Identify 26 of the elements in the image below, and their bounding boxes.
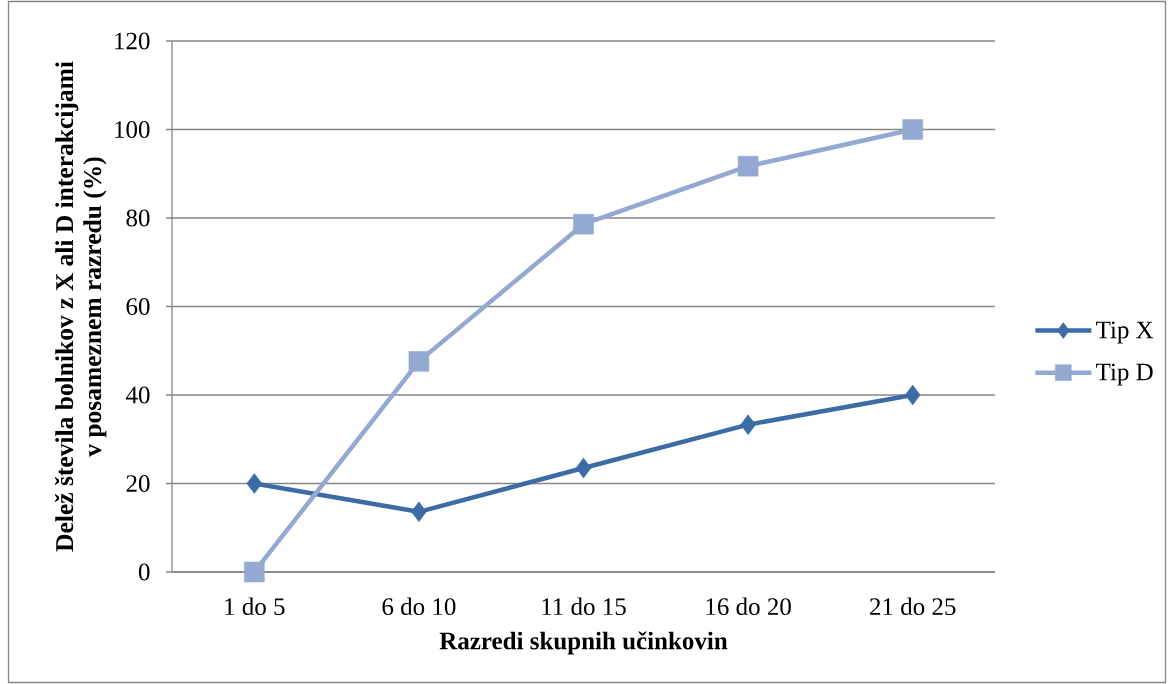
legend-label: Tip X xyxy=(1096,321,1154,344)
point xyxy=(246,473,263,494)
point xyxy=(904,384,921,406)
point xyxy=(411,501,427,523)
y-tick-label: 0 xyxy=(138,563,150,581)
y-tick-label: 80 xyxy=(126,209,150,227)
y-tick-label: 120 xyxy=(115,32,150,50)
point xyxy=(573,213,594,235)
x-tick-label: 1 do 5 xyxy=(225,597,285,616)
y-tick-label: 100 xyxy=(115,121,150,138)
point xyxy=(244,561,265,583)
x-tick-label: 16 do 20 xyxy=(706,597,791,616)
y-tick-label: 60 xyxy=(126,298,150,315)
x-tick-label: 11 do 15 xyxy=(542,597,626,616)
x-tick-label: 6 do 10 xyxy=(382,597,456,616)
x-tick-label: 21 do 25 xyxy=(870,597,956,616)
point xyxy=(737,155,759,177)
y-axis-title: Delež števila bolnikov z X ali D interakcijami v posameznem razredu (%) xyxy=(54,61,107,552)
point xyxy=(740,414,756,435)
x-axis-title: Razredi skupnih učinkovin xyxy=(439,631,728,655)
legend-label: Tip D xyxy=(1096,363,1153,386)
point xyxy=(902,119,923,140)
y-tick-label: 40 xyxy=(125,386,150,404)
point xyxy=(408,351,430,372)
point xyxy=(575,457,592,479)
y-tick-label: 20 xyxy=(126,475,150,492)
